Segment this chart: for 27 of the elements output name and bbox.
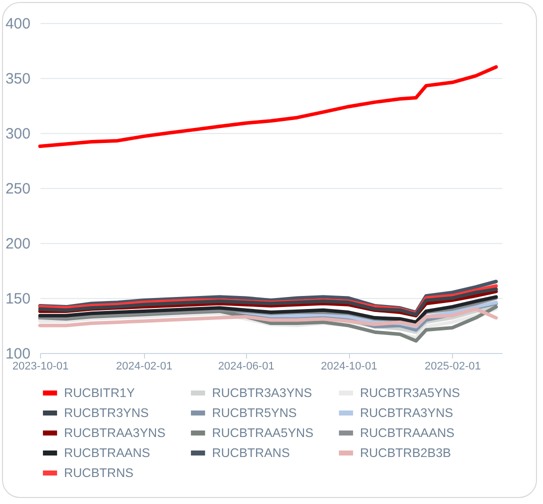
legend-label: RUCBTR3A5YNS <box>360 386 460 400</box>
legend-label: RUCBTRB2B3B <box>360 446 451 460</box>
y-tick-label: 200 <box>5 236 30 252</box>
line-series <box>38 65 498 148</box>
legend-label: RUCBTRAA5YNS <box>212 426 314 440</box>
x-tick-label: 2024-10-01 <box>320 360 378 372</box>
y-tick-label: 250 <box>5 180 30 198</box>
legend-label: RUCBTRA3YNS <box>360 406 454 420</box>
legend-label: RUCBTRAANS <box>64 446 150 460</box>
x-tick-label: 2023-10-01 <box>12 360 69 372</box>
y-tick-label: 300 <box>5 126 30 142</box>
x-tick-label: 2025-02-01 <box>424 360 481 372</box>
legend-label: RUCBTR3YNS <box>64 406 149 420</box>
x-tick-label: 2024-02-01 <box>116 360 172 372</box>
legend-label: RUCBTRNS <box>64 466 134 480</box>
y-tick-label: 400 <box>5 16 30 32</box>
legend-label: RUCBTR5YNS <box>212 406 297 420</box>
legend-label: RUCBTR3A3YNS <box>212 386 312 400</box>
line-series <box>38 307 498 328</box>
legend-label: RUCBTRANS <box>212 446 290 460</box>
y-tick-label: 100 <box>5 346 30 362</box>
legend-label: RUCBTRAAANS <box>360 426 454 440</box>
legend-label: RUCBTRAA3YNS <box>64 426 166 440</box>
y-tick-label: 350 <box>5 70 30 88</box>
legend-label: RUCBITR1Y <box>64 386 136 400</box>
y-tick-label: 150 <box>5 290 30 308</box>
x-tick-label: 2024-06-01 <box>218 360 274 372</box>
